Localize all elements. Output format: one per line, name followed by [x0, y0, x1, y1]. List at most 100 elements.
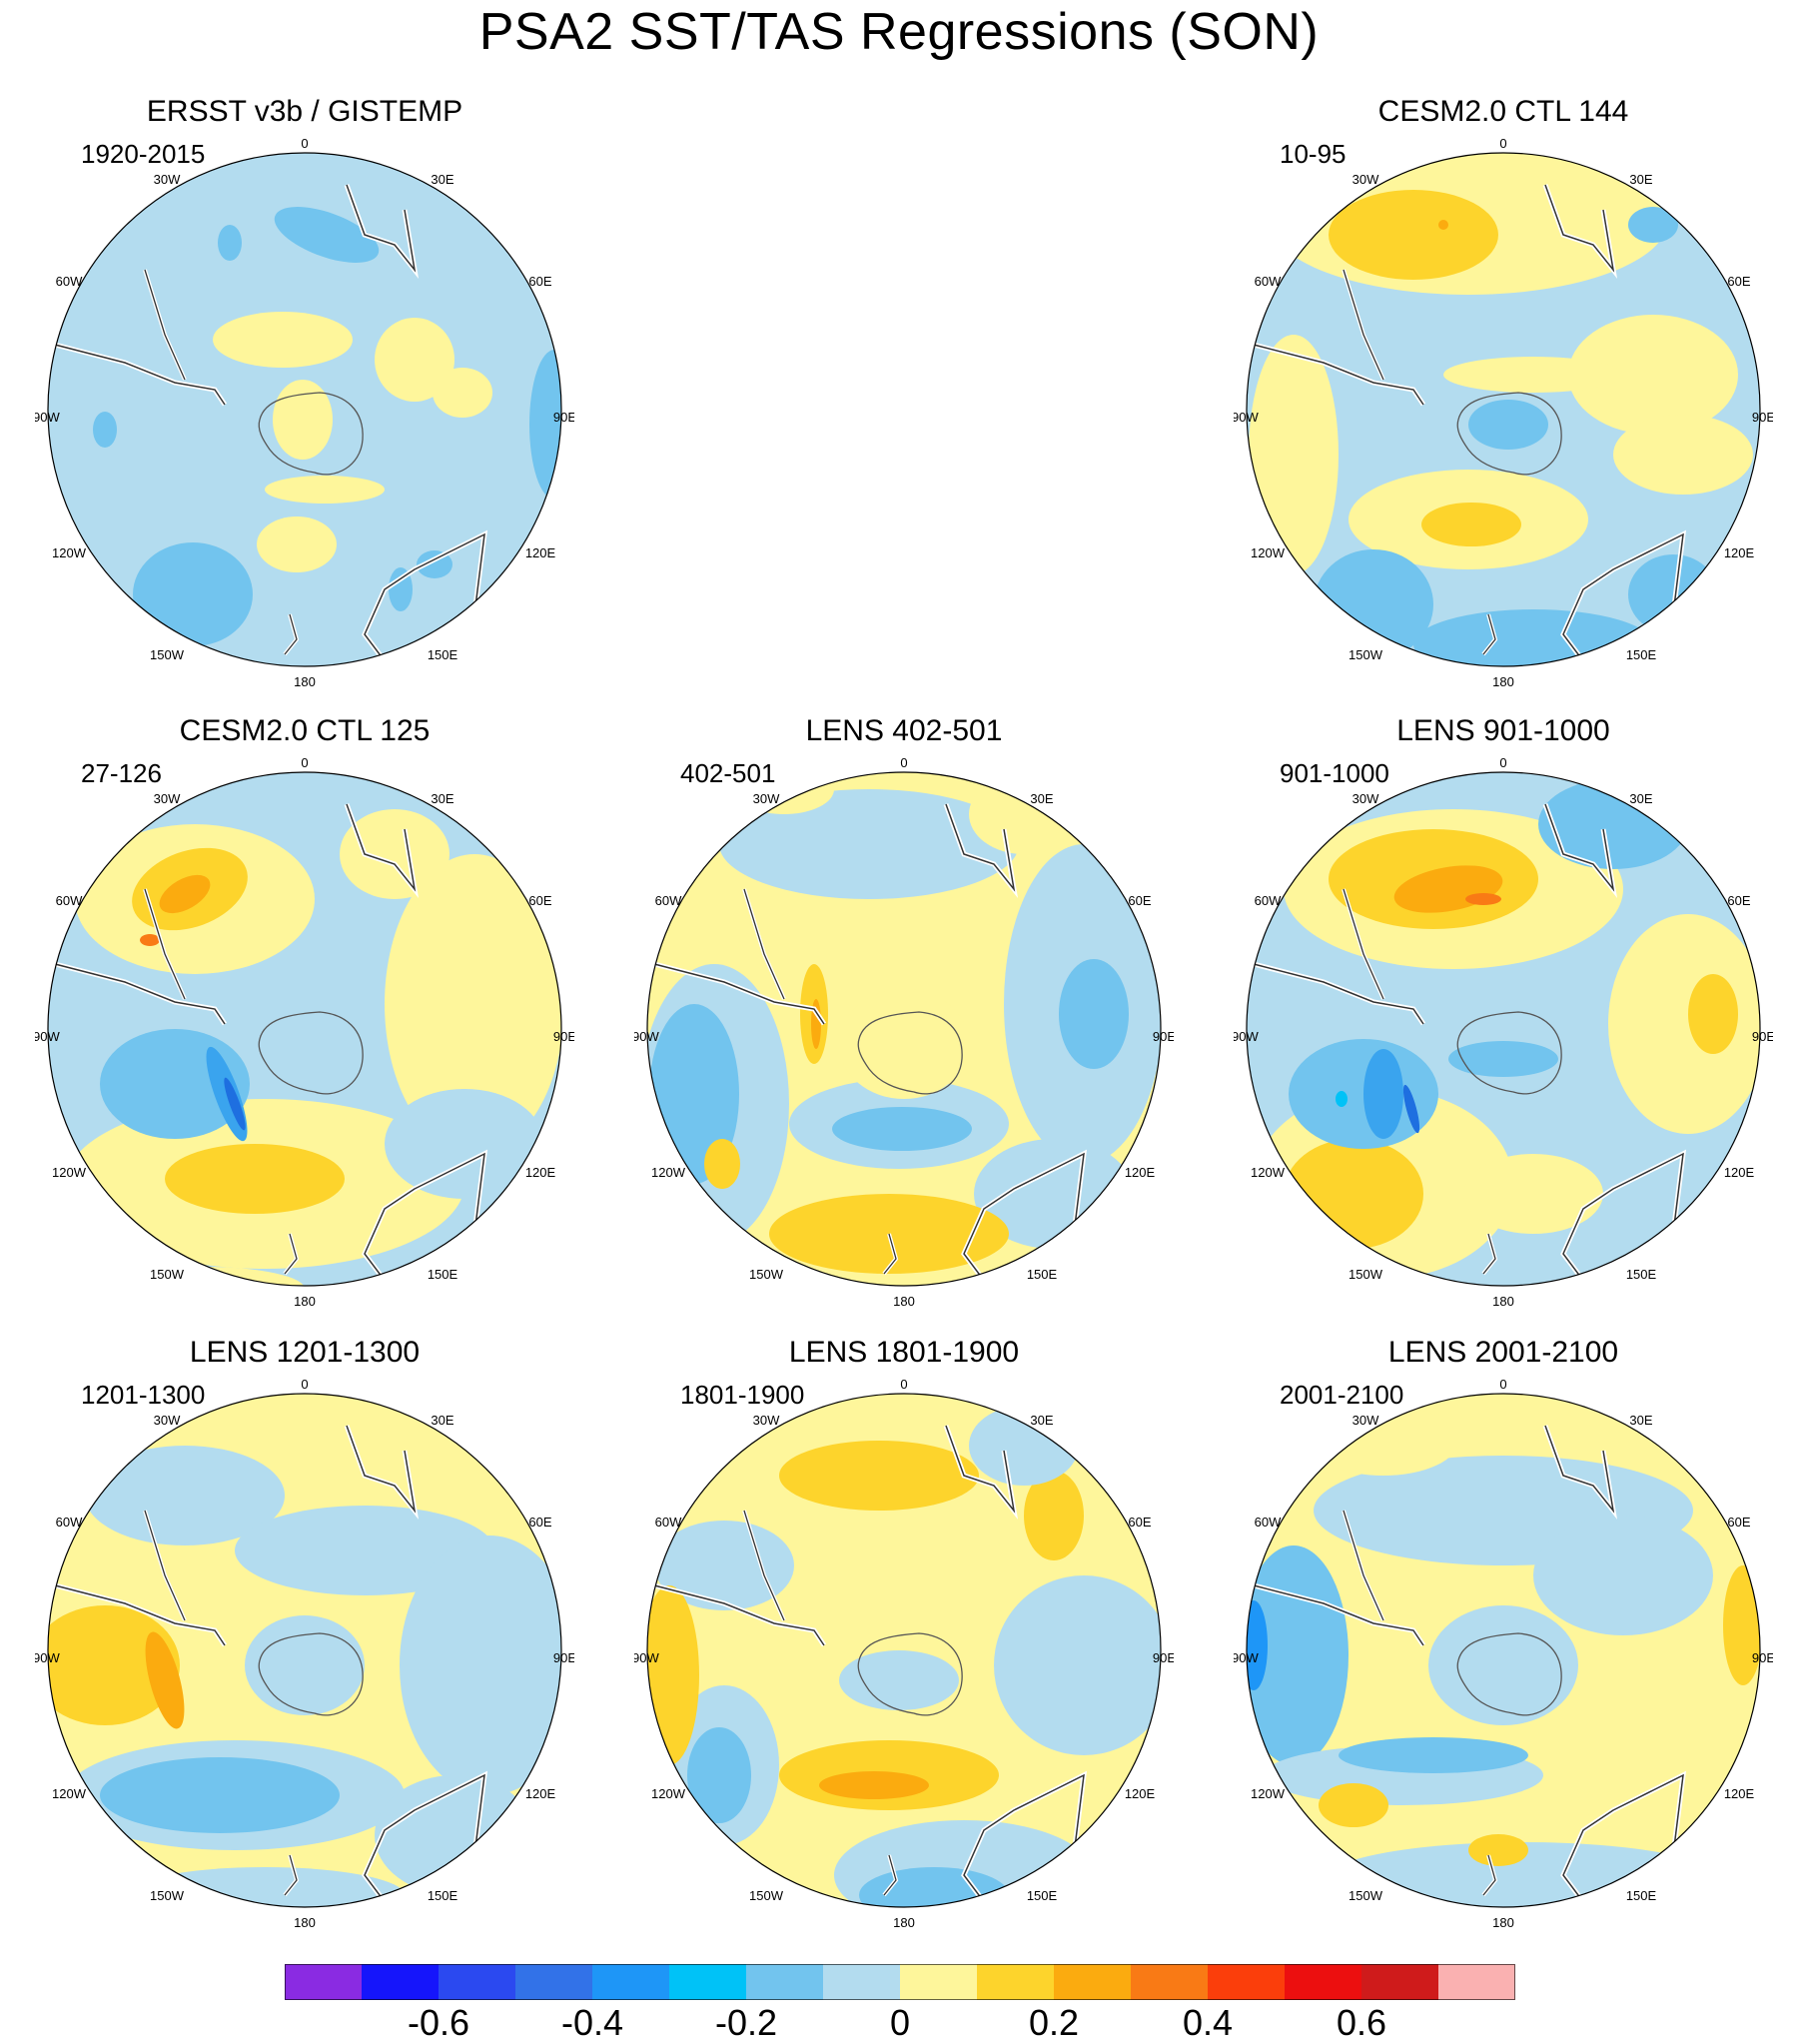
lon-label: 180: [893, 1294, 915, 1309]
lon-label: 120W: [1251, 1165, 1286, 1180]
lon-label: 60E: [1727, 893, 1750, 908]
map-border: [646, 1393, 1162, 1908]
polar-map: 0 30E 60E 90E 120E 150E 180 150W 120W 90…: [1234, 755, 1773, 1309]
polar-map: 0 30E 60E 90E 120E 150E 180 150W 120W 90…: [35, 755, 574, 1309]
lon-label: 30W: [154, 1413, 181, 1428]
lon-label: 150E: [1626, 1267, 1657, 1282]
lon-label: 30E: [1629, 1413, 1652, 1428]
lon-label: 120E: [525, 1786, 556, 1801]
lon-label: 120W: [52, 545, 87, 560]
lon-label: 120W: [1251, 545, 1286, 560]
figure-title: PSA2 SST/TAS Regressions (SON): [478, 3, 1320, 61]
coastlines: [54, 184, 488, 666]
lon-label: 90W: [35, 1029, 60, 1044]
lon-label: 120W: [52, 1786, 87, 1801]
lon-label: 0: [900, 1377, 907, 1392]
panel-years: 901-1000: [1280, 758, 1389, 788]
colorbar-swatch: [1208, 1964, 1286, 2000]
lon-label: 90W: [1234, 1650, 1259, 1665]
lon-label: 120W: [651, 1165, 686, 1180]
lon-label: 90W: [35, 410, 60, 425]
lon-label: 30W: [1352, 1413, 1379, 1428]
lon-label: 150E: [1626, 647, 1657, 662]
polar-map: 0 30E 60E 90E 120E 150E 180 150W 120W 90…: [1234, 1377, 1773, 1930]
lon-label: 0: [1499, 755, 1506, 770]
colorbar-label: -0.4: [560, 2002, 624, 2043]
colorbar-swatch: [900, 1964, 978, 2000]
colorbar-swatch: [823, 1964, 901, 2000]
lon-label: 30E: [1030, 1413, 1053, 1428]
lon-label: 60E: [528, 893, 551, 908]
lon-label: 180: [1492, 1294, 1514, 1309]
lon-label: 120E: [525, 1165, 556, 1180]
lon-label: 30W: [753, 791, 780, 806]
colorbar-swatch: [1361, 1964, 1439, 2000]
map-border: [1246, 1393, 1761, 1908]
lon-label: 180: [1492, 674, 1514, 689]
panel-title: LENS 1201-1300: [189, 1336, 421, 1369]
colorbar-border: [285, 1964, 1515, 2000]
map-panel-lens-901: LENS 901-1000 901-1000: [1234, 714, 1773, 1314]
lon-label: 30W: [154, 791, 181, 806]
lon-label: 150E: [1626, 1888, 1657, 1903]
lon-label: 150W: [749, 1888, 784, 1903]
colorbar-swatch: [1131, 1964, 1209, 2000]
contour-field: [48, 1394, 561, 1907]
polar-map: 0 30E 60E 90E 120E 150E 180 150W 120W 90…: [634, 1377, 1174, 1930]
panel-years: 1201-1300: [81, 1380, 206, 1410]
lon-label: 60W: [56, 274, 83, 289]
panel-title: CESM2.0 CTL 144: [1377, 95, 1629, 128]
lon-label: 60E: [1128, 1515, 1151, 1530]
lon-label: 60W: [1255, 274, 1282, 289]
lon-label: 0: [301, 755, 308, 770]
panel-years: 27-126: [81, 758, 162, 788]
colorbar-label: -0.6: [407, 2002, 470, 2043]
lon-label: 30E: [431, 172, 453, 187]
panel-title: LENS 402-501: [805, 714, 1003, 747]
panel-title: LENS 1801-1900: [788, 1336, 1020, 1369]
map-border: [1246, 771, 1761, 1287]
colorbar-swatch: [977, 1964, 1055, 2000]
lon-label: 90W: [1234, 410, 1259, 425]
panel-years: 1801-1900: [680, 1380, 805, 1410]
panel-years: 10-95: [1280, 139, 1347, 169]
contour-field: [1247, 772, 1760, 1286]
map-border: [47, 771, 562, 1287]
contour-field: [48, 153, 561, 666]
colorbar-swatch: [1285, 1964, 1362, 2000]
colorbar-label: 0.6: [1336, 2002, 1387, 2043]
lon-label: 120E: [1724, 1786, 1755, 1801]
colorbar-swatch: [1054, 1964, 1132, 2000]
lon-label: 30W: [1352, 172, 1379, 187]
coastlines: [653, 1425, 1088, 1907]
lon-label: 60E: [1727, 1515, 1750, 1530]
lon-label: 0: [1499, 136, 1506, 151]
lon-label: 60E: [528, 274, 551, 289]
lon-label: 60W: [655, 1515, 682, 1530]
lon-label: 30W: [1352, 791, 1379, 806]
lon-label: 180: [294, 674, 316, 689]
lon-label: 0: [301, 1377, 308, 1392]
coastlines: [54, 1425, 488, 1907]
lon-label: 30E: [1030, 791, 1053, 806]
lon-label: 150W: [150, 647, 185, 662]
lon-label: 150E: [428, 1267, 458, 1282]
colorbar-swatch: [592, 1964, 670, 2000]
lon-label: 180: [294, 1915, 316, 1930]
map-panel-cesm-144: CESM2.0 CTL 144 10-95: [1234, 95, 1773, 694]
map-border: [1246, 152, 1761, 667]
polar-map: 0 30E 60E 90E 120E 150E 180 150W 120W 90…: [1234, 136, 1773, 689]
contour-field: [48, 772, 561, 1286]
lon-label: 90E: [1752, 410, 1773, 425]
lon-label: 60E: [1727, 274, 1750, 289]
map-panel-cesm-125: CESM2.0 CTL 125 27-126: [35, 714, 574, 1314]
polar-map: 0 30E 60E 90E 120E 150E 180 150W 120W 90…: [35, 136, 574, 689]
lon-label: 0: [1499, 1377, 1506, 1392]
contour-field: [647, 1394, 1161, 1907]
lon-label: 90W: [634, 1029, 659, 1044]
panel-title: ERSST v3b / GISTEMP: [146, 95, 463, 128]
lon-label: 90E: [1752, 1650, 1773, 1665]
lon-label: 90E: [553, 410, 574, 425]
panel-years: 2001-2100: [1280, 1380, 1404, 1410]
lon-label: 150W: [150, 1267, 185, 1282]
